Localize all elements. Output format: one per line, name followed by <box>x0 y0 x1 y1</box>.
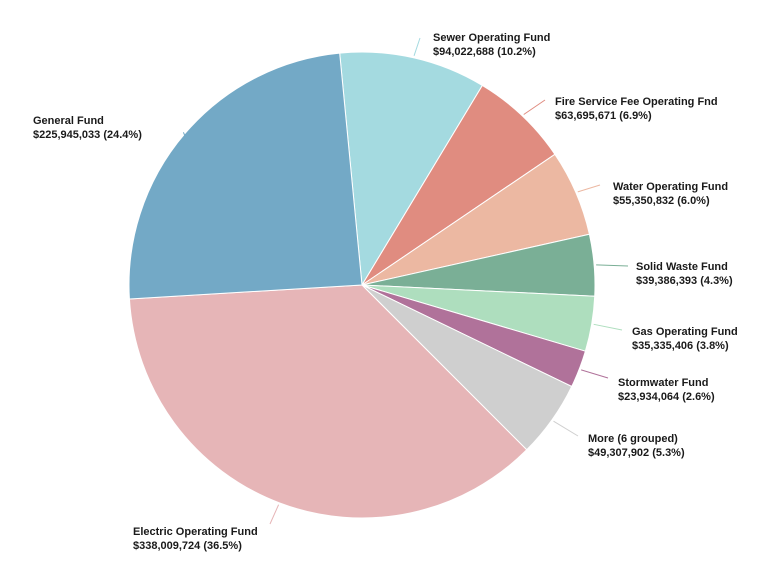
slice-label-value: $94,022,688 (10.2%) <box>433 46 536 58</box>
slice-label-name: Solid Waste Fund <box>636 261 728 273</box>
leader-line <box>553 420 579 437</box>
slice-label-value: $338,009,724 (36.5%) <box>133 540 242 552</box>
slice-label-name: More (6 grouped) <box>588 433 678 445</box>
slice-label-name: Stormwater Fund <box>618 377 709 389</box>
pie-slice[interactable] <box>339 51 484 287</box>
pie-slice[interactable] <box>128 284 528 519</box>
leader-line <box>413 37 421 56</box>
leader-line <box>593 323 623 331</box>
leader-line <box>581 369 609 379</box>
slice-label-value: $39,386,393 (4.3%) <box>636 275 733 287</box>
slice-label-name: Electric Operating Fund <box>133 526 258 538</box>
pie-slice[interactable] <box>128 52 363 300</box>
slice-label-value: $23,934,064 (2.6%) <box>618 391 715 403</box>
slice-label: General Fund $225,945,033 (24.4%) <box>33 114 142 142</box>
leader-line <box>523 99 546 115</box>
leader-line <box>182 132 186 137</box>
slice-label-value: $35,335,406 (3.8%) <box>632 340 729 352</box>
leader-line <box>596 264 629 267</box>
slice-label: Stormwater Fund $23,934,064 (2.6%) <box>618 376 715 404</box>
slice-label: Electric Operating Fund $338,009,724 (36.… <box>133 525 258 553</box>
slice-label-name: General Fund <box>33 115 104 127</box>
slice-label: Fire Service Fee Operating Fnd $63,695,67… <box>555 95 718 123</box>
slice-label-name: Water Operating Fund <box>613 181 729 193</box>
slice-label-value: $49,307,902 (5.3%) <box>588 447 685 459</box>
slice-label-name: Fire Service Fee Operating Fnd <box>555 96 718 108</box>
slice-label: Water Operating Fund $55,350,832 (6.0%) <box>613 180 728 208</box>
slice-label: Sewer Operating Fund $94,022,688 (10.2%) <box>433 31 550 59</box>
leader-line <box>269 504 280 525</box>
slice-label-name: Gas Operating Fund <box>632 326 738 338</box>
slice-label: Solid Waste Fund $39,386,393 (4.3%) <box>636 260 733 288</box>
slice-label-value: $225,945,033 (24.4%) <box>33 129 142 141</box>
slice-label: More (6 grouped) $49,307,902 (5.3%) <box>588 432 685 460</box>
slice-label: Gas Operating Fund $35,335,406 (3.8%) <box>632 325 738 353</box>
slice-label-value: $55,350,832 (6.0%) <box>613 195 710 207</box>
leader-line <box>577 184 601 193</box>
slice-label-name: Sewer Operating Fund <box>433 32 551 44</box>
slice-label-value: $63,695,671 (6.9%) <box>555 110 652 122</box>
